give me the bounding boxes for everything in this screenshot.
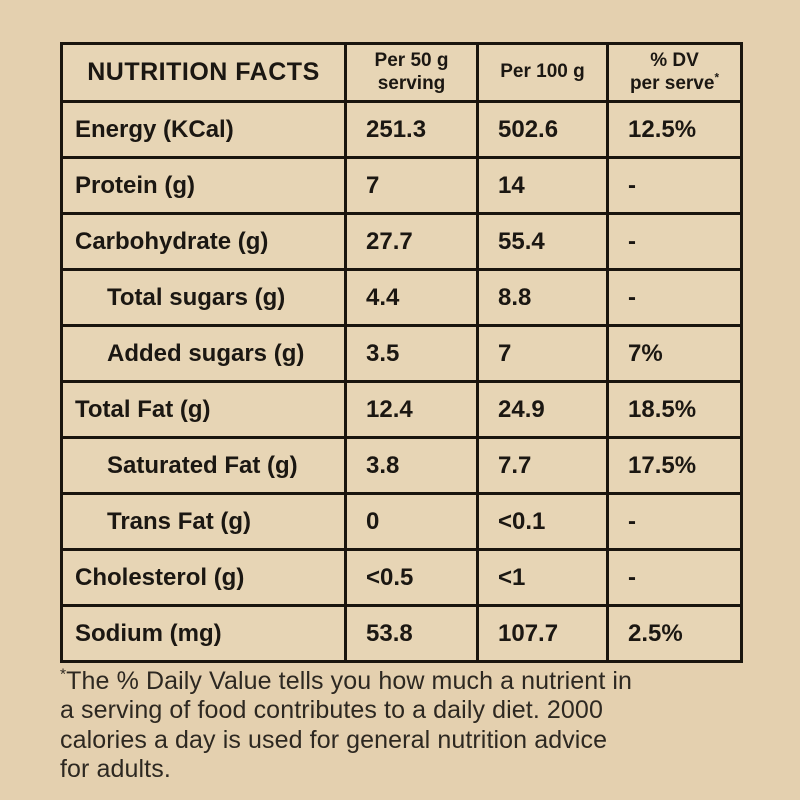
nutrition-label: NUTRITION FACTS Per 50 g serving Per 100…: [60, 42, 743, 663]
value-per-100g: 8.8: [476, 268, 609, 327]
value-per-100g: 107.7: [476, 604, 609, 663]
nutrient-label: Trans Fat (g): [60, 492, 347, 551]
table-row-sodium: Sodium (mg) 53.8 107.7 2.5%: [60, 604, 743, 663]
value-per-100g: 55.4: [476, 212, 609, 271]
value-per-50g: 12.4: [344, 380, 479, 439]
nutrient-label: Added sugars (g): [60, 324, 347, 383]
value-per-100g: 24.9: [476, 380, 609, 439]
footnote-line: for adults.: [60, 754, 171, 783]
value-dv: -: [606, 156, 743, 215]
value-per-50g: 53.8: [344, 604, 479, 663]
nutrition-table: NUTRITION FACTS Per 50 g serving Per 100…: [60, 42, 743, 663]
table-row-added-sugars: Added sugars (g) 3.5 7 7%: [60, 324, 743, 383]
table-row-total-sugars: Total sugars (g) 4.4 8.8 -: [60, 268, 743, 327]
col-header-dv: % DV per serve*: [606, 42, 743, 103]
value-dv: 17.5%: [606, 436, 743, 495]
nutrient-label: Carbohydrate (g): [60, 212, 347, 271]
dv-asterisk: *: [714, 71, 720, 85]
value-per-100g: <0.1: [476, 492, 609, 551]
footnote-asterisk: *: [60, 666, 67, 684]
col-header-per-100g: Per 100 g: [476, 42, 609, 103]
value-per-50g: 27.7: [344, 212, 479, 271]
value-per-100g: 7: [476, 324, 609, 383]
value-dv: 18.5%: [606, 380, 743, 439]
footnote-line: calories a day is used for general nutri…: [60, 725, 608, 754]
value-per-50g: 4.4: [344, 268, 479, 327]
table-row-energy: Energy (KCal) 251.3 502.6 12.5%: [60, 100, 743, 159]
value-per-50g: <0.5: [344, 548, 479, 607]
nutrient-label: Protein (g): [60, 156, 347, 215]
nutrient-label: Cholesterol (g): [60, 548, 347, 607]
value-dv: -: [606, 212, 743, 271]
value-per-100g: 7.7: [476, 436, 609, 495]
daily-value-footnote: *The % Daily Value tells you how much a …: [60, 667, 760, 784]
value-dv: -: [606, 268, 743, 327]
value-per-50g: 3.8: [344, 436, 479, 495]
value-dv: 7%: [606, 324, 743, 383]
value-per-50g: 3.5: [344, 324, 479, 383]
table-row-trans-fat: Trans Fat (g) 0 <0.1 -: [60, 492, 743, 551]
nutrient-label: Saturated Fat (g): [60, 436, 347, 495]
col-header-per-50g: Per 50 g serving: [344, 42, 479, 103]
header-row: NUTRITION FACTS Per 50 g serving Per 100…: [60, 42, 743, 103]
footnote-line: The % Daily Value tells you how much a n…: [66, 667, 633, 695]
table-row-saturated-fat: Saturated Fat (g) 3.8 7.7 17.5%: [60, 436, 743, 495]
value-per-50g: 0: [344, 492, 479, 551]
value-per-50g: 251.3: [344, 100, 479, 159]
value-dv: -: [606, 492, 743, 551]
table-title: NUTRITION FACTS: [60, 42, 347, 103]
value-per-100g: <1: [476, 548, 609, 607]
nutrient-label: Total sugars (g): [60, 268, 347, 327]
nutrient-label: Energy (KCal): [60, 100, 347, 159]
footnote-line: a serving of food contributes to a daily…: [60, 696, 603, 725]
nutrient-label: Total Fat (g): [60, 380, 347, 439]
value-per-100g: 502.6: [476, 100, 609, 159]
table-row-cholesterol: Cholesterol (g) <0.5 <1 -: [60, 548, 743, 607]
value-per-50g: 7: [344, 156, 479, 215]
table-row-carbohydrate: Carbohydrate (g) 27.7 55.4 -: [60, 212, 743, 271]
value-dv: 2.5%: [606, 604, 743, 663]
table-row-total-fat: Total Fat (g) 12.4 24.9 18.5%: [60, 380, 743, 439]
value-per-100g: 14: [476, 156, 609, 215]
value-dv: -: [606, 548, 743, 607]
value-dv: 12.5%: [606, 100, 743, 159]
table-row-protein: Protein (g) 7 14 -: [60, 156, 743, 215]
nutrient-label: Sodium (mg): [60, 604, 347, 663]
